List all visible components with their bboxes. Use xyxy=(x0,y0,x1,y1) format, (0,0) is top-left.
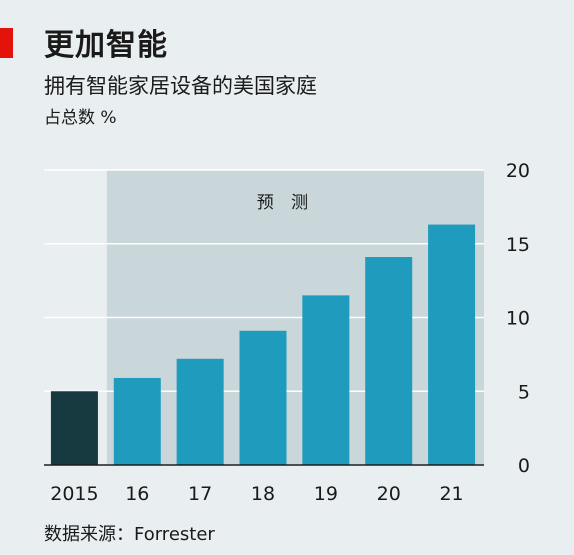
x-tick-label: 16 xyxy=(125,483,149,505)
bar-21 xyxy=(428,224,476,465)
x-tick-label: 19 xyxy=(314,483,338,505)
y-tick-label: 5 xyxy=(518,381,530,403)
chart-title: 更加智能 xyxy=(44,28,168,63)
x-tick-label: 17 xyxy=(188,483,212,505)
x-tick-label: 2015 xyxy=(50,483,98,505)
y-tick-label: 0 xyxy=(518,455,530,477)
accent-tag xyxy=(0,28,13,58)
bar-18 xyxy=(239,330,287,465)
x-tick-label: 18 xyxy=(251,483,275,505)
source-note: 数据来源：Forrester xyxy=(44,524,215,545)
forecast-label: 预 测 xyxy=(257,193,314,213)
x-tick-label: 20 xyxy=(377,483,401,505)
bar-17 xyxy=(176,358,224,465)
y-tick-label: 15 xyxy=(506,234,530,256)
unit-label: 占总数 % xyxy=(44,108,117,128)
y-tick-label: 20 xyxy=(506,160,530,182)
bar-16 xyxy=(113,377,161,465)
chart-subtitle: 拥有智能家居设备的美国家庭 xyxy=(44,74,317,98)
bar-2015 xyxy=(50,391,98,465)
y-tick-label: 10 xyxy=(506,308,530,330)
bar-19 xyxy=(302,295,350,465)
x-tick-label: 21 xyxy=(439,483,463,505)
bar-20 xyxy=(365,257,413,465)
